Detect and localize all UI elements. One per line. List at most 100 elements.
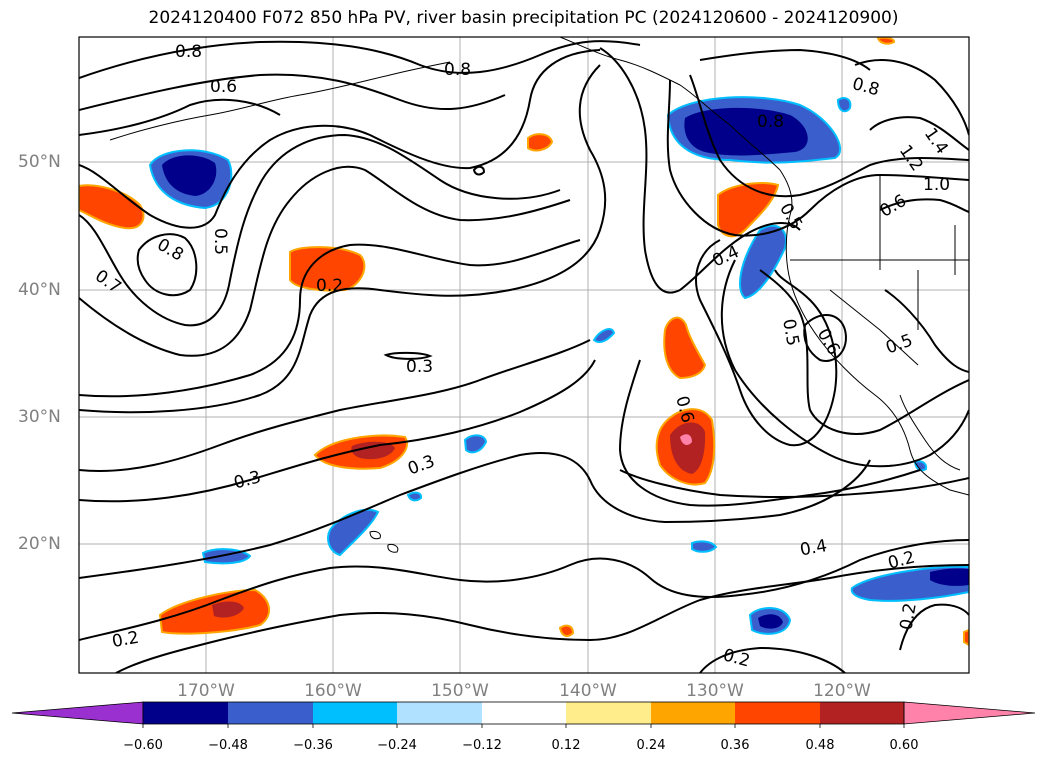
contour-label: 0.8 — [175, 42, 202, 62]
neg-anomaly-blob — [913, 460, 928, 472]
neg-anomaly-blob — [691, 540, 718, 553]
colorbar-segment — [735, 702, 820, 724]
pv-contour — [803, 314, 847, 362]
contour-label: 0.2 — [316, 276, 343, 296]
colorbar-segment — [228, 702, 313, 724]
coastlines — [109, 37, 969, 553]
pv-contour — [699, 48, 871, 71]
lon-label-170w: 170°W — [177, 681, 235, 701]
north-america-coast — [779, 169, 969, 496]
pv-contour — [79, 239, 581, 398]
state-borders — [790, 175, 969, 366]
colorbar-tick-label: 0.24 — [636, 738, 666, 753]
pv-contour — [79, 64, 607, 414]
hawaii-islands — [369, 530, 399, 553]
pv-contour — [854, 59, 969, 136]
colorbar-tick-label: −0.48 — [208, 738, 248, 753]
colorbar-segment — [397, 702, 482, 724]
lon-label-140w: 140°W — [559, 681, 617, 701]
lat-label-40n: 40°N — [18, 280, 61, 300]
pv-contour — [79, 98, 281, 136]
pv-contour — [115, 564, 969, 673]
colorbar-tick-label: −0.36 — [293, 738, 333, 753]
lat-label-20n: 20°N — [18, 534, 61, 554]
neg-anomaly-blob — [406, 491, 423, 502]
lon-label-120w: 120°W — [813, 681, 871, 701]
pv-contour — [79, 539, 969, 641]
pv-contour — [79, 339, 591, 472]
pv-contour — [869, 116, 969, 151]
pv-contour — [79, 451, 871, 579]
contour-label: 0.2 — [110, 628, 140, 652]
baja-coast — [899, 394, 961, 471]
pv-contour — [618, 359, 921, 507]
pv-contour — [79, 165, 571, 357]
contour-label: 0.6 — [210, 77, 237, 97]
contour-label: 0.4 — [798, 536, 828, 560]
contour-label: 0.8 — [757, 112, 784, 132]
contour-label: 0.8 — [444, 60, 471, 80]
colorbar-tick-label: 0.12 — [551, 738, 581, 753]
pv-contour — [666, 79, 969, 237]
colorbar-tick-label: −0.12 — [462, 738, 502, 753]
figure-title: 2024120400 F072 850 hPa PV, river basin … — [148, 8, 899, 28]
pos-anomaly-core — [212, 601, 244, 618]
contour-label: 0.5 — [778, 317, 802, 347]
contour-label: 0.2 — [896, 601, 920, 631]
lon-label-130w: 130°W — [686, 681, 744, 701]
colorbar-tick-label: 0.60 — [889, 738, 919, 753]
colorbar-segment — [651, 702, 735, 724]
colorbar-tick-label: −0.60 — [123, 738, 163, 753]
precip-anomaly-fills — [79, 37, 969, 647]
colorbar-extend-high — [903, 701, 1036, 725]
neg-anomaly-blob — [836, 97, 852, 113]
colorbar — [11, 701, 1036, 728]
contour-label: 0.5 — [210, 228, 230, 255]
pv-contour — [79, 40, 641, 79]
colorbar-tick-label: 0.36 — [720, 738, 750, 753]
colorbar-segment — [820, 702, 904, 724]
pos-anomaly-blob — [963, 628, 969, 647]
neg-anomaly-core — [930, 568, 969, 586]
pv-contours — [79, 40, 969, 673]
colorbar-ticks — [142, 724, 905, 728]
pv-contour — [79, 359, 596, 503]
pos-anomaly-blob — [527, 133, 554, 152]
pv-contour — [79, 49, 601, 229]
pv-contour — [899, 603, 969, 651]
lat-label-30n: 30°N — [18, 407, 61, 427]
colorbar-extend-low — [11, 701, 144, 725]
pv-contour — [699, 646, 846, 673]
pv-contour — [383, 351, 433, 360]
colorbar-segment — [313, 702, 397, 724]
pv-contour — [720, 259, 969, 468]
pos-anomaly-blob — [876, 37, 896, 45]
contour-label: 0.3 — [406, 357, 433, 377]
pos-anomaly-blob — [663, 316, 707, 380]
pv-contour — [879, 198, 969, 213]
colorbar-tick-label: 0.48 — [805, 738, 835, 753]
pv-contour — [472, 165, 486, 176]
colorbar-segment — [566, 702, 651, 724]
neg-anomaly-blob — [592, 328, 616, 343]
pv-contour — [79, 73, 506, 111]
pv-contour — [619, 469, 969, 499]
pv-contour — [79, 133, 561, 327]
pos-anomaly-core — [351, 441, 395, 460]
neg-anomaly-core — [684, 107, 808, 156]
colorbar-segment — [482, 702, 566, 724]
pv-contour — [136, 233, 198, 297]
colorbar-segment — [143, 702, 228, 724]
contour-label: 1.0 — [923, 175, 950, 195]
neg-anomaly-blob — [463, 434, 488, 454]
pv-contour — [695, 239, 838, 447]
map-frame — [78, 36, 970, 674]
lon-label-160w: 160°W — [304, 681, 362, 701]
colorbar-frame — [142, 701, 905, 725]
pos-anomaly-blob — [289, 246, 366, 292]
pos-anomaly-blob — [558, 624, 575, 637]
lon-label-150w: 150°W — [431, 681, 489, 701]
neg-anomaly-core — [758, 614, 783, 629]
colorbar-tick-label: −0.24 — [377, 738, 417, 753]
